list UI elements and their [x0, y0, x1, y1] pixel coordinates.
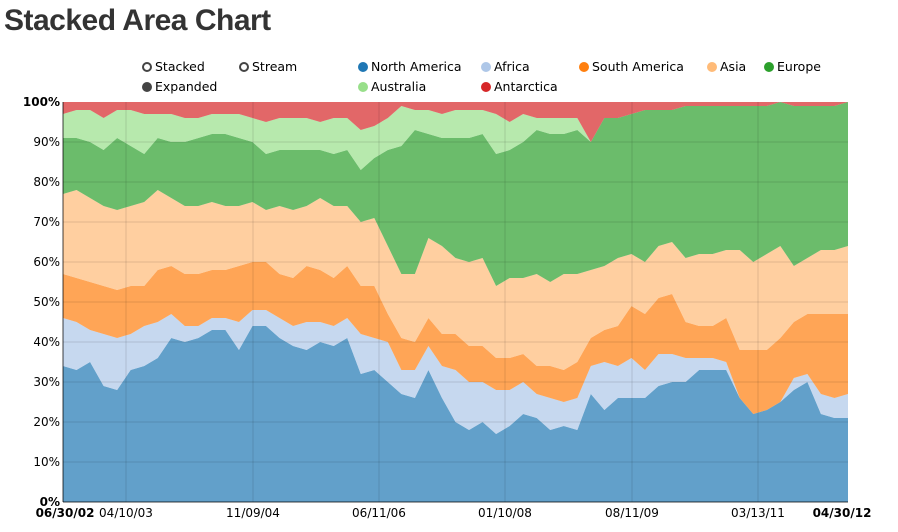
radio-stacked-icon [142, 61, 152, 72]
x-tick-label: 11/09/04 [226, 506, 280, 520]
legend-item-asia[interactable]: Asia [707, 59, 746, 74]
radio-stream-icon [239, 61, 249, 72]
legend-label: South America [592, 59, 684, 74]
y-tick-label: 40% [33, 335, 60, 349]
y-tick-label: 10% [33, 455, 60, 469]
x-tick-label: 06/11/06 [352, 506, 406, 520]
legend-label: North America [371, 59, 462, 74]
y-tick-label: 70% [33, 215, 60, 229]
grid-lines [63, 102, 848, 502]
area-asia[interactable] [63, 190, 848, 370]
control-expanded-label: Expanded [155, 79, 218, 94]
x-tick-label: 03/13/11 [731, 506, 785, 520]
control-stacked-label: Stacked [155, 59, 205, 74]
control-stream[interactable]: Stream [239, 59, 297, 74]
legend-item-north-america[interactable]: North America [358, 59, 462, 74]
legend-dot-icon [481, 61, 491, 72]
legend-label: Africa [494, 59, 530, 74]
x-tick-label: 06/30/02 [36, 506, 95, 520]
x-tick-label: 01/10/08 [478, 506, 532, 520]
axes: 0% 10% 20% 30% 40% 50% 60% 70% 80% 90% 100% 06/30/0… [23, 95, 872, 520]
page-title: Stacked Area Chart [4, 4, 271, 37]
legend-item-south-america[interactable]: South America [579, 59, 684, 74]
control-stream-label: Stream [252, 59, 298, 74]
y-tick-label: 60% [33, 255, 60, 269]
control-expanded[interactable]: Expanded [142, 79, 217, 94]
legend-dot-icon [579, 61, 589, 72]
legend-label: Europe [777, 59, 821, 74]
y-tick-label: 20% [33, 415, 60, 429]
area-australia[interactable] [63, 102, 848, 170]
legend-dot-icon [764, 61, 774, 72]
radio-expanded-icon [142, 81, 152, 92]
stacked-area-chart: 0% 10% 20% 30% 40% 50% 60% 70% 80% 90% 100% 06/30/0… [23, 95, 872, 520]
legend-item-antarctica[interactable]: Antarctica [481, 79, 558, 94]
area-europe[interactable] [63, 102, 848, 286]
legend-item-australia[interactable]: Australia [358, 79, 426, 94]
control-stacked[interactable]: Stacked [142, 59, 205, 74]
x-tick-label: 04/30/12 [813, 506, 872, 520]
y-tick-label: 30% [33, 375, 60, 389]
x-tick-label: 04/10/03 [99, 506, 153, 520]
x-tick-label: 08/11/09 [605, 506, 659, 520]
y-tick-label: 90% [33, 135, 60, 149]
legend-dot-icon [707, 61, 717, 72]
area-layers [63, 102, 848, 502]
legend-item-europe[interactable]: Europe [764, 59, 821, 74]
area-south-america[interactable] [63, 262, 848, 414]
area-north-america[interactable] [63, 326, 848, 502]
legend-dot-icon [358, 81, 368, 92]
legend-label: Antarctica [494, 79, 558, 94]
area-antarctica[interactable] [63, 102, 848, 142]
y-tick-label: 80% [33, 175, 60, 189]
chart-legend: North America Africa South America Asia Euro… [358, 59, 878, 99]
y-tick-label: 50% [33, 295, 60, 309]
legend-dot-icon [358, 61, 368, 72]
legend-label: Australia [371, 79, 427, 94]
y-tick-label: 100% [23, 95, 60, 109]
legend-item-africa[interactable]: Africa [481, 59, 530, 74]
y-tick-label: 0% [40, 495, 60, 509]
legend-label: Asia [720, 59, 747, 74]
legend-dot-icon [481, 81, 491, 92]
area-africa[interactable] [63, 310, 848, 434]
